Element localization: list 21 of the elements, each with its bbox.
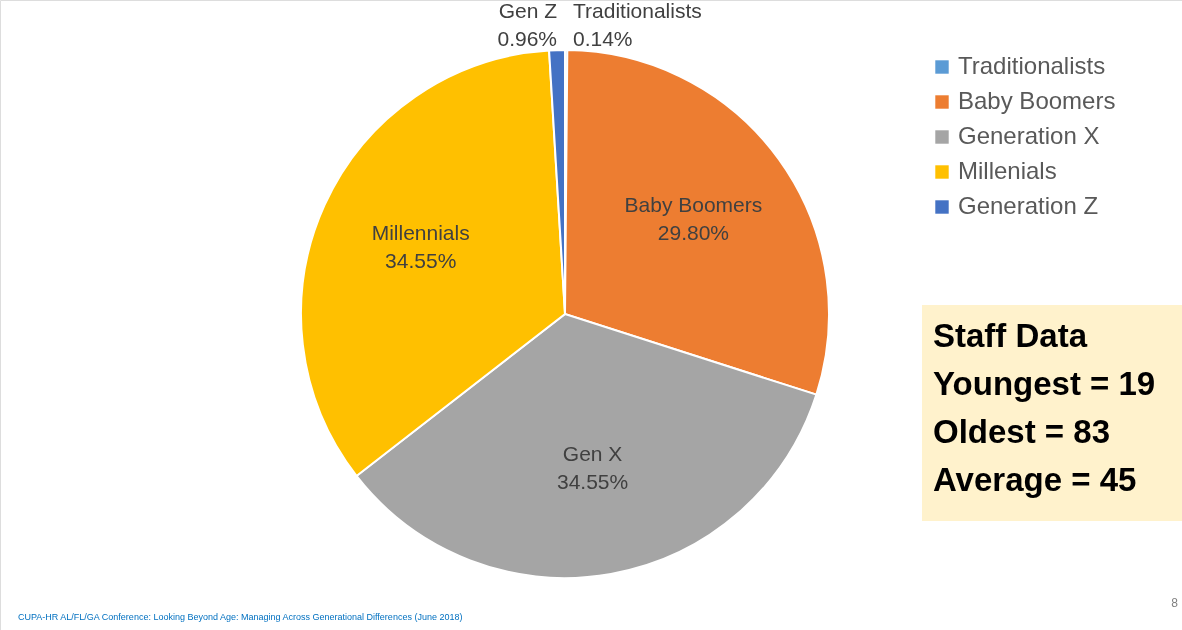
slice-label: Traditionalists [573, 0, 702, 22]
text: Gen X [562, 441, 623, 465]
text: Youngest = 19 [933, 365, 1156, 402]
text: CUPA-HR AL/FL/GA Conference: Looking Beyond Age: Managing Across Generational Differences (June 2018) [18, 612, 463, 622]
text: Oldest = 83 [933, 413, 1111, 450]
data-label: 34.55% [385, 248, 457, 272]
text: Staff Data [933, 317, 1088, 354]
legend-label: Generation X [958, 122, 1100, 149]
legend-label: Generation Z [958, 192, 1099, 219]
slice-label: Baby Boomers [624, 193, 763, 217]
text: Average = 45 [933, 461, 1137, 498]
data-label: 29.80% [657, 221, 729, 245]
data-label: 0.96% [497, 27, 557, 50]
legend-label: Millenials [958, 157, 1057, 184]
text: Millennials [371, 220, 470, 244]
legend-label: Traditionalists [958, 52, 1106, 79]
text: 8 [1171, 596, 1179, 610]
text: Gen Z [498, 0, 557, 22]
data-label: 0.14% [573, 27, 633, 50]
data-label: 34.55% [556, 469, 629, 493]
legend-label: Baby Boomers [958, 87, 1116, 114]
